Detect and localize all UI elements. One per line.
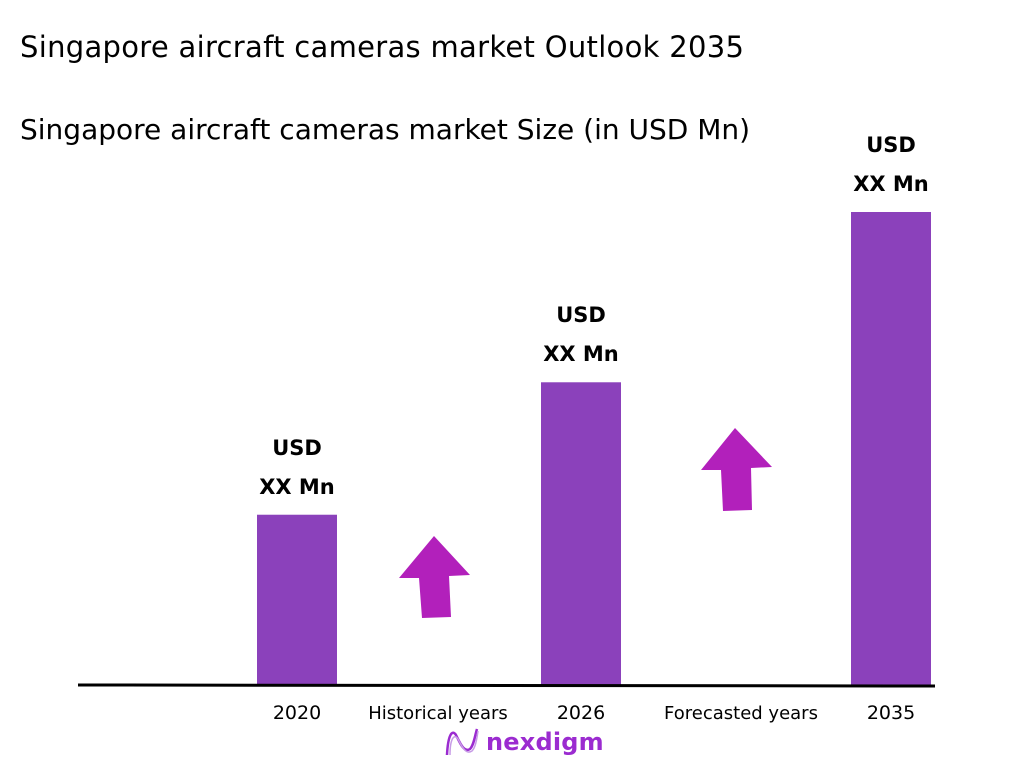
forecasted-years-label: Forecasted years	[664, 703, 818, 724]
bar-2026	[541, 382, 621, 685]
data-label-2026: USD XX Mn	[501, 296, 661, 374]
x-tick-2020: 2020	[272, 702, 322, 724]
nexdigm-wave-icon	[445, 728, 479, 756]
bar-2020	[257, 514, 337, 685]
nexdigm-logo: nexdigm	[444, 727, 604, 757]
data-label-value: XX Mn	[259, 474, 335, 499]
data-label-value: XX Mn	[853, 172, 929, 196]
data-label-2035: USD XX Mn	[811, 126, 971, 204]
bar-2035	[851, 212, 931, 685]
data-label-2020: USD XX Mn	[217, 429, 377, 507]
x-tick-2035: 2035	[866, 702, 916, 724]
up-arrow-icon	[701, 428, 772, 511]
x-axis-line	[77, 683, 936, 688]
historical-years-label: Historical years	[368, 703, 508, 724]
data-label-currency: USD	[556, 303, 606, 328]
data-label-value: XX Mn	[543, 342, 619, 367]
up-arrow-icon	[399, 536, 470, 618]
data-label-currency: USD	[866, 133, 916, 157]
chart-subtitle: Singapore aircraft cameras market Size (…	[20, 113, 751, 146]
x-tick-2026: 2026	[556, 702, 606, 724]
logo-text: nexdigm	[486, 728, 604, 756]
chart-title: Singapore aircraft cameras market Outloo…	[20, 30, 745, 64]
data-label-currency: USD	[272, 435, 322, 460]
